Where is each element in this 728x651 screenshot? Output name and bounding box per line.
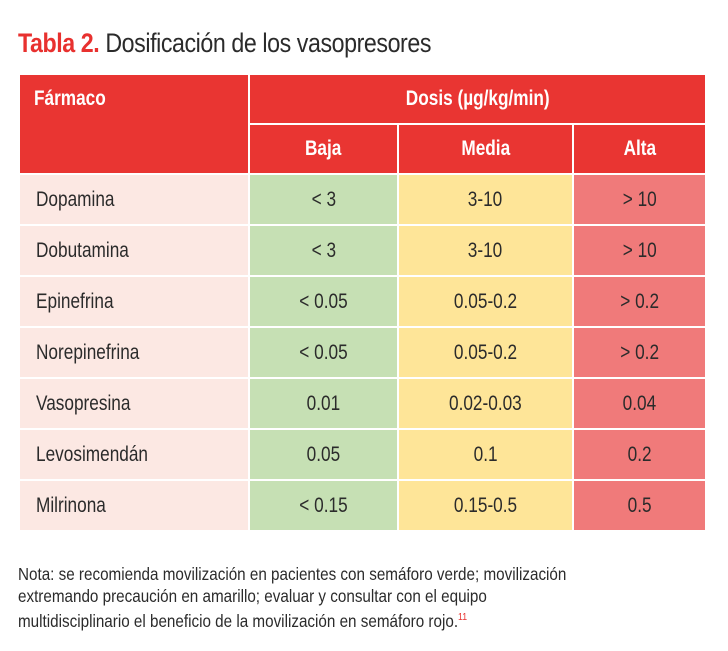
table-row: Dopamina < 3 3-10 > 10 (18, 173, 708, 226)
table-caption: Dosificación de los vasopresores (105, 28, 432, 58)
table-note: Nota: se recomienda movilización en paci… (18, 563, 679, 632)
high-dose-cell: > 10 (571, 224, 708, 277)
high-dose-cell: 0.2 (571, 428, 708, 481)
drug-cell: Dopamina (18, 173, 250, 226)
header-low: Baja (248, 123, 399, 175)
low-dose-cell: 0.05 (248, 428, 399, 481)
mid-dose-cell: 0.15-0.5 (397, 479, 574, 532)
low-dose-cell: 0.01 (248, 377, 399, 430)
note-line-3: multidisciplinario el beneficio de la mo… (18, 607, 679, 632)
dosage-table: Fármaco Dosis (µg/kg/min) Baja Media Alt… (18, 73, 708, 532)
table-row: Levosimendán 0.05 0.1 0.2 (18, 428, 708, 481)
mid-dose-cell: 0.05-0.2 (397, 326, 574, 379)
mid-dose-cell: 3-10 (397, 173, 574, 226)
table-row: Vasopresina 0.01 0.02-0.03 0.04 (18, 377, 708, 430)
drug-cell: Vasopresina (18, 377, 250, 430)
table-number: Tabla 2. (18, 28, 100, 58)
table-row: Dobutamina < 3 3-10 > 10 (18, 224, 708, 277)
note-line-3-text: multidisciplinario el beneficio de la mo… (18, 610, 459, 631)
high-dose-cell: 0.04 (571, 377, 708, 430)
header-drug: Fármaco (18, 73, 250, 175)
mid-dose-cell: 0.02-0.03 (397, 377, 574, 430)
low-dose-cell: < 0.05 (248, 275, 399, 328)
table-row: Milrinona < 0.15 0.15-0.5 0.5 (18, 479, 708, 532)
low-dose-cell: < 0.15 (248, 479, 399, 532)
drug-cell: Dobutamina (18, 224, 250, 277)
table-row: Norepinefrina < 0.05 0.05-0.2 > 0.2 (18, 326, 708, 379)
reference-superscript: 11 (458, 612, 468, 623)
note-line-2: extremando precaución en amarillo; evalu… (18, 586, 487, 606)
high-dose-cell: > 0.2 (571, 326, 708, 379)
low-dose-cell: < 0.05 (248, 326, 399, 379)
low-dose-cell: < 3 (248, 173, 399, 226)
high-dose-cell: > 0.2 (571, 275, 708, 328)
header-mid: Media (397, 123, 574, 175)
high-dose-cell: 0.5 (571, 479, 708, 532)
drug-cell: Epinefrina (18, 275, 250, 328)
drug-cell: Milrinona (18, 479, 250, 532)
drug-cell: Levosimendán (18, 428, 250, 481)
header-high: Alta (571, 123, 708, 175)
note-line-1: Nota: se recomienda movilización en paci… (18, 564, 567, 584)
drug-cell: Norepinefrina (18, 326, 250, 379)
high-dose-cell: > 10 (571, 173, 708, 226)
header-dose-group: Dosis (µg/kg/min) (247, 73, 708, 125)
mid-dose-cell: 0.1 (397, 428, 574, 481)
table-title: Tabla 2. Dosificación de los vasopresore… (18, 28, 431, 59)
table-row: Epinefrina < 0.05 0.05-0.2 > 0.2 (18, 275, 708, 328)
mid-dose-cell: 3-10 (397, 224, 574, 277)
low-dose-cell: < 3 (248, 224, 399, 277)
mid-dose-cell: 0.05-0.2 (397, 275, 574, 328)
